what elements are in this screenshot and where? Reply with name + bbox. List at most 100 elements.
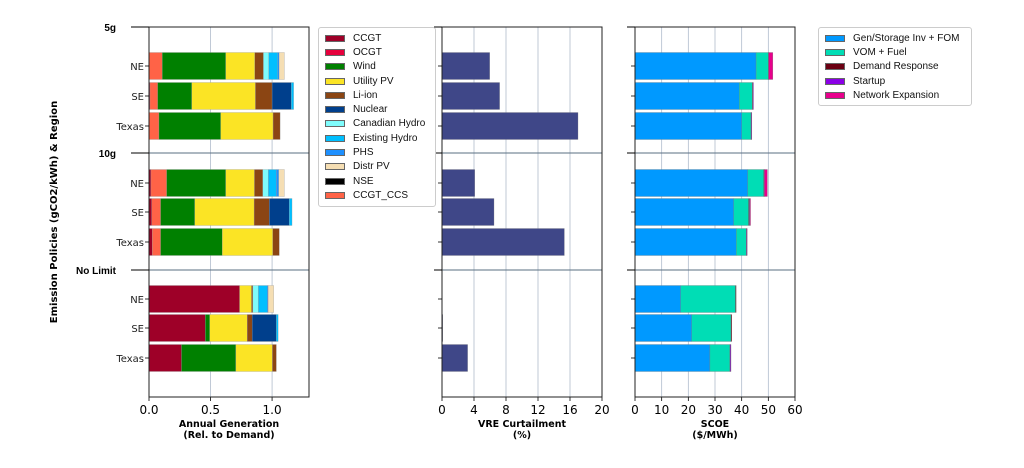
legend-swatch (325, 106, 345, 114)
bar-existing-hydro (268, 52, 278, 80)
bar-nuclear (271, 82, 292, 110)
cost-bar-startup (730, 344, 732, 372)
legend-item: VOM + Fuel (825, 45, 965, 59)
legend-item: NSE (325, 174, 429, 188)
cost-bar-network-expansion (764, 169, 768, 197)
legend-item: OCGT (325, 45, 429, 59)
cost-bar-demand-response (735, 285, 737, 313)
cost-bar-gen-storage-inv-fom (634, 52, 757, 80)
legend-swatch (825, 63, 845, 71)
x-axis-label: (Rel. to Demand) (183, 430, 274, 441)
bar-existing-hydro (258, 285, 268, 313)
cost-bar-vom-fuel (736, 228, 747, 256)
bar-ccgt (148, 285, 240, 313)
bar-li-ion (247, 314, 253, 342)
bar-li-ion (272, 344, 277, 372)
region-label: NE (130, 295, 144, 306)
bar-utility-pv (222, 228, 273, 256)
legend-item: Utility PV (325, 74, 429, 88)
cost-bar-gen-storage-inv-fom (634, 82, 740, 110)
legend-label: Existing Hydro (353, 132, 418, 144)
cost-bar-vom-fuel (739, 82, 753, 110)
bar-existing-hydro (276, 314, 279, 342)
region-label: NE (130, 62, 144, 73)
legend-swatch (325, 177, 345, 185)
legend-item: PHS (325, 145, 429, 159)
bar-phs (276, 169, 279, 197)
legend-label: VOM + Fuel (853, 46, 907, 58)
legend-swatch (825, 34, 845, 42)
legend-swatch (325, 91, 345, 99)
bar-ccgt-ccs (151, 198, 161, 226)
legend-swatch (325, 34, 345, 42)
legend-item: Canadian Hydro (325, 117, 429, 131)
legend-item: Startup (825, 74, 965, 88)
legend-swatch (325, 48, 345, 56)
x-tick-label: 20 (594, 403, 609, 417)
bar-li-ion (251, 285, 254, 313)
legend-swatch (325, 134, 345, 142)
region-label: Texas (115, 122, 144, 133)
legend-item: Distr PV (325, 160, 429, 174)
legend-label: Wind (353, 61, 376, 73)
x-tick-label: 10 (654, 403, 669, 417)
cost-bar-gen-storage-inv-fom (634, 112, 742, 140)
cost-bar-gen-storage-inv-fom (634, 198, 734, 226)
bar-li-ion (254, 52, 264, 80)
bar-wind (157, 82, 192, 110)
group-label: No Limit (76, 266, 117, 277)
region-label: Texas (115, 238, 144, 249)
bar-phs (277, 52, 280, 80)
x-tick-label: 1.0 (263, 403, 282, 417)
x-tick-label: 60 (787, 403, 802, 417)
region-label: SE (131, 92, 144, 103)
cost-legend: Gen/Storage Inv + FOM VOM + Fuel Demand Re… (818, 27, 972, 107)
x-tick-label: 50 (761, 403, 776, 417)
x-tick-label: 0.5 (201, 403, 220, 417)
y-axis-label: Emission Policies (gCO2/kWh) & Region (49, 101, 60, 323)
x-tick-label: 40 (734, 403, 749, 417)
legend-item: CCGT_CCS (325, 188, 429, 202)
legend-swatch (825, 77, 845, 85)
curtailment-bar (441, 112, 579, 140)
legend-swatch (825, 48, 845, 56)
bar-ccgt-ccs (152, 228, 161, 256)
group-label: 5g (104, 23, 116, 34)
bar-wind (158, 112, 221, 140)
region-label: SE (131, 208, 144, 219)
legend-swatch (325, 191, 345, 199)
cost-bar-startup (746, 228, 748, 256)
legend-item: Demand Response (825, 60, 965, 74)
bar-wind (160, 228, 223, 256)
bar-wind (166, 169, 226, 197)
bar-wind (181, 344, 237, 372)
cost-bar-gen-storage-inv-fom (634, 344, 711, 372)
bar-utility-pv (191, 82, 256, 110)
bar-ccgt-ccs (148, 112, 160, 140)
bar-wind (205, 314, 210, 342)
legend-swatch (325, 149, 345, 157)
legend-label: CCGT (353, 32, 382, 44)
bar-ccgt (148, 314, 206, 342)
bar-canadian-hydro (262, 169, 269, 197)
bar-li-ion (255, 82, 273, 110)
legend-swatch (325, 120, 345, 128)
cost-bar-vom-fuel (741, 112, 752, 140)
region-label: Texas (115, 354, 144, 365)
legend-label: Nuclear (353, 104, 388, 116)
x-tick-label: 8 (502, 403, 510, 417)
legend-swatch (325, 63, 345, 71)
cost-bar-gen-storage-inv-fom (634, 285, 681, 313)
legend-item: Gen/Storage Inv + FOM (825, 31, 965, 45)
cost-bar-vom-fuel (755, 52, 769, 80)
legend-label: Demand Response (853, 61, 939, 73)
legend-item: Li-ion (325, 88, 429, 102)
region-label: SE (131, 324, 144, 335)
bar-ccgt-ccs (150, 169, 167, 197)
legend-item: Wind (325, 60, 429, 74)
bar-utility-pv (209, 314, 248, 342)
x-axis-label: (%) (513, 430, 531, 441)
bar-existing-hydro (291, 82, 294, 110)
bar-utility-pv (239, 285, 252, 313)
